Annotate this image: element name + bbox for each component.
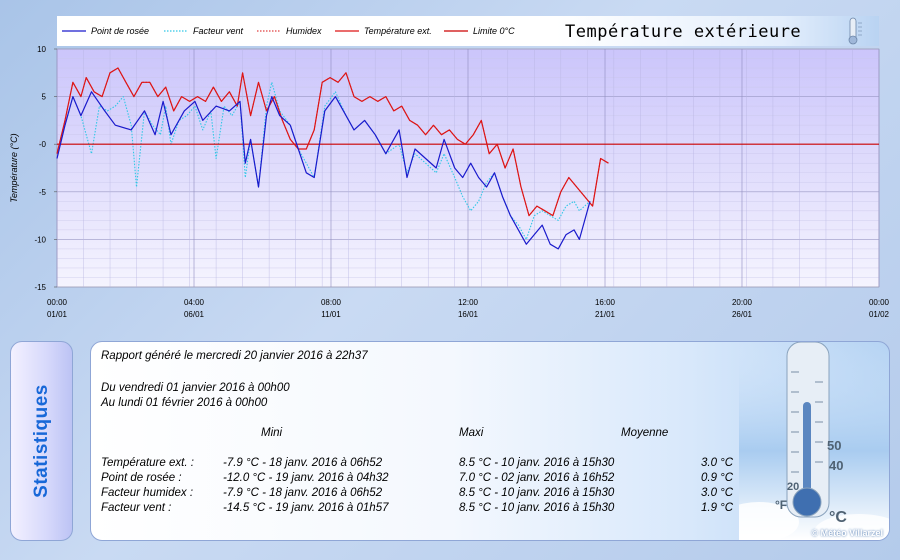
grid-lines [56, 48, 880, 288]
x-tick-time: 00:00 [869, 298, 890, 307]
legend-item: Température ext. [364, 26, 432, 36]
legend-item: Humidex [286, 26, 322, 36]
x-tick-date: 11/01 [321, 310, 341, 319]
x-tick-date: 21/01 [595, 310, 616, 319]
y-tick-label: 5 [42, 93, 47, 102]
y-tick-label: -10 [34, 235, 46, 244]
x-tick-time: 16:00 [595, 298, 616, 307]
stats-cell-label: Facteur vent : [101, 502, 172, 514]
thermometer-icon [848, 17, 862, 45]
stats-side-label: Statistiques [30, 384, 52, 498]
stats-cell-min: -14.5 °C - 19 janv. 2016 à 01h57 [223, 502, 389, 514]
stats-side-tab: Statistiques [10, 341, 73, 541]
chart-title: Température extérieure [565, 22, 801, 42]
x-tick-time: 08:00 [321, 298, 342, 307]
legend-item: Limite 0°C [473, 26, 515, 36]
y-axis-label: Température (°C) [9, 133, 19, 202]
stats-cell-avg: 3.0 °C [701, 487, 734, 499]
legend-box [57, 16, 556, 46]
y-tick-label: -15 [34, 283, 46, 292]
stats-cell-min: -12.0 °C - 19 janv. 2016 à 04h32 [223, 472, 389, 484]
y-tick-label: -5 [39, 188, 47, 197]
x-tick-date: 26/01 [732, 310, 753, 319]
x-axis: 00:00 01/01 04:00 06/01 08:00 11/01 12:00 16/01… [47, 298, 890, 319]
thermometer-icon: 50 40 20 °F °C [739, 342, 889, 540]
x-tick-time: 00:00 [47, 298, 68, 307]
header-max: Maxi [459, 427, 484, 439]
stats-cell-max: 8.5 °C - 10 janv. 2016 à 15h30 [459, 457, 615, 469]
stats-cell-min: -7.9 °C - 18 janv. 2016 à 06h52 [223, 457, 383, 469]
header-min: Mini [261, 427, 283, 439]
stats-cell-min: -7.9 °C - 18 janv. 2016 à 06h52 [223, 487, 383, 499]
stats-cell-avg: 3.0 °C [701, 457, 734, 469]
x-tick-time: 20:00 [732, 298, 753, 307]
svg-text:50: 50 [827, 438, 841, 453]
x-tick-date: 01/02 [869, 310, 890, 319]
report-line: Rapport généré le mercredi 20 janvier 20… [101, 350, 368, 362]
series-line-3 [56, 67, 609, 217]
period-to: Au lundi 01 février 2016 à 00h00 [101, 397, 268, 409]
copyright: © Météo Villarzel [811, 528, 884, 538]
stats-cell-label: Température ext. : [101, 457, 194, 469]
svg-text:40: 40 [829, 458, 843, 473]
stats-cell-label: Facteur humidex : [101, 487, 194, 499]
series-line-0 [56, 91, 591, 250]
header-avg: Moyenne [621, 427, 669, 439]
y-axis: 10 5 -0 -5 -10 -15 [34, 45, 57, 292]
series-group [56, 67, 879, 250]
stats-panel: 50 40 20 °F °C Rapport généré le mercred… [90, 341, 890, 541]
svg-text:20: 20 [787, 481, 799, 493]
stats-cell-label: Point de rosée : [101, 472, 182, 484]
stats-cell-max: 7.0 °C - 02 janv. 2016 à 16h52 [459, 472, 615, 484]
x-tick-date: 06/01 [184, 310, 205, 319]
x-tick-time: 12:00 [458, 298, 479, 307]
stats-cell-max: 8.5 °C - 10 janv. 2016 à 15h30 [459, 502, 615, 514]
stats-cell-avg: 1.9 °C [701, 502, 734, 514]
x-tick-time: 04:00 [184, 298, 205, 307]
svg-text:°C: °C [829, 509, 847, 526]
legend-item: Point de rosée [91, 26, 149, 36]
x-tick-date: 01/01 [47, 310, 68, 319]
y-tick-label: 10 [37, 45, 46, 54]
legend: Point de rosée Facteur vent Humidex Tempéra… [62, 26, 515, 36]
legend-item: Facteur vent [193, 26, 244, 36]
stats-cell-max: 8.5 °C - 10 janv. 2016 à 15h30 [459, 487, 615, 499]
svg-text:°F: °F [775, 498, 787, 512]
period-from: Du vendredi 01 janvier 2016 à 00h00 [101, 382, 290, 394]
x-tick-date: 16/01 [458, 310, 479, 319]
temperature-chart: 10 5 -0 -5 -10 -15 00:00 01/01 04:00 06/01 08:00 1… [9, 16, 890, 319]
stats-cell-avg: 0.9 °C [701, 472, 734, 484]
title-box [556, 16, 879, 46]
y-tick-label: -0 [39, 140, 47, 149]
